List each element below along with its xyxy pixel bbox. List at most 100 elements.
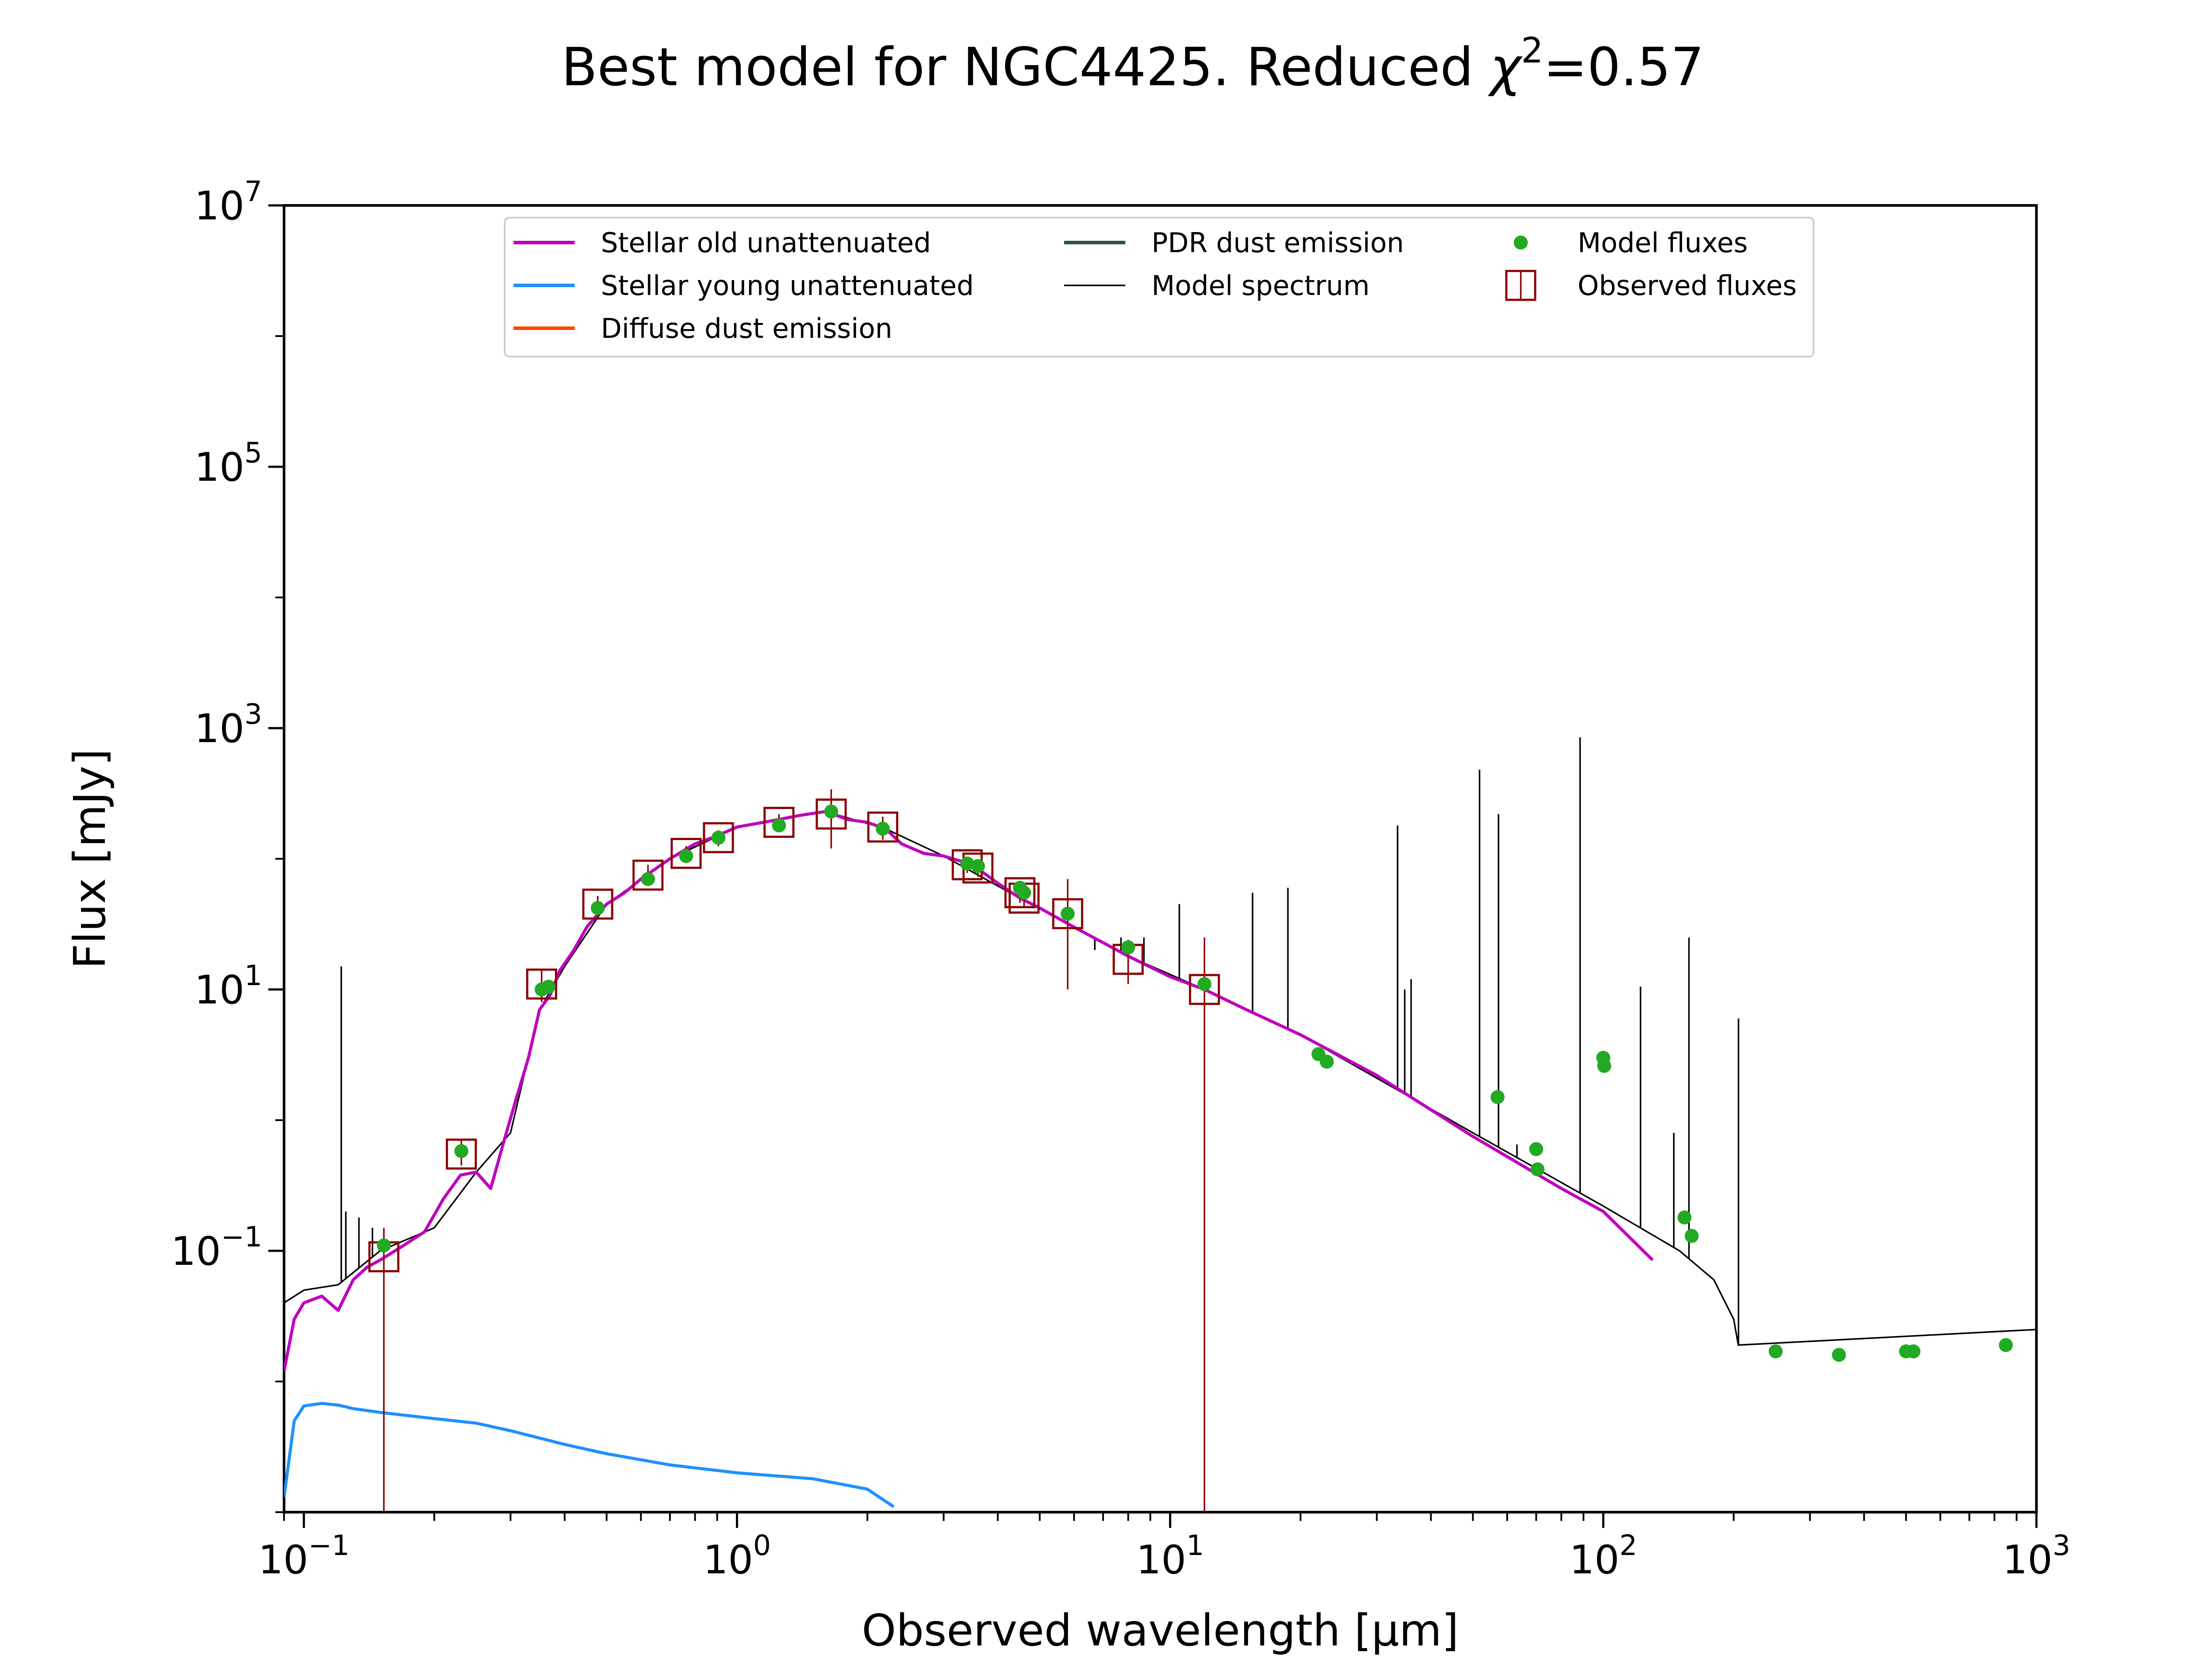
chart-title-chi: χ [1488, 37, 1523, 98]
legend: Stellar old unattenuated Stellar young un… [504, 217, 1814, 358]
legend-item: Model spectrum [1064, 270, 1370, 302]
legend-item: Stellar young unattenuated [513, 270, 974, 302]
y-tick-label-base: 10 [171, 1229, 221, 1274]
model-flux-point [1197, 977, 1212, 991]
y-axis-title: Flux [mJy] [64, 749, 115, 969]
x-tick-label-base: 10 [703, 1537, 753, 1583]
plot-frame [283, 204, 2038, 1513]
model-flux-point [377, 1238, 391, 1253]
model-flux-point [1677, 1210, 1692, 1225]
legend-label: PDR dust emission [1151, 227, 1404, 259]
model-flux-point [590, 901, 605, 915]
y-tick-label-exp: −1 [221, 1221, 262, 1253]
y-tick-label-exp: 1 [244, 960, 262, 992]
model-flux-point [641, 872, 655, 886]
y-tick-label-base: 10 [194, 444, 245, 490]
model-flux-point [454, 1144, 468, 1158]
y-tick-label-exp: 7 [244, 176, 262, 208]
model-flux-point [772, 818, 786, 833]
legend-label: Stellar old unattenuated [601, 227, 931, 259]
y-tick-label: 103 [194, 698, 262, 752]
stellar-old-line [284, 810, 1654, 1371]
model-flux-point [1320, 1055, 1334, 1069]
observed-flux-marker [446, 1139, 477, 1170]
model-flux-point [960, 856, 975, 871]
legend-label: Model spectrum [1151, 270, 1370, 302]
model-flux-point [711, 830, 726, 845]
model-flux-point [1529, 1142, 1543, 1156]
observed-flux-marker [763, 807, 795, 838]
y-tick-label-exp: 5 [244, 437, 262, 469]
model-flux-point [1061, 906, 1075, 921]
y-tick-label: 107 [194, 176, 262, 229]
x-tick-label-exp: 1 [1186, 1530, 1204, 1562]
x-tick-label: 103 [2002, 1530, 2070, 1583]
x-tick-label-base: 10 [2002, 1537, 2053, 1583]
legend-swatch [1514, 236, 1528, 250]
observed-flux-marker [526, 968, 558, 1000]
x-tick-label: 10−1 [258, 1530, 350, 1583]
model-flux-point [1530, 1162, 1545, 1177]
legend-item: Observed fluxes [1505, 270, 1797, 302]
model-flux-point [1906, 1344, 1921, 1359]
model-flux-point [1597, 1059, 1611, 1073]
observed-flux-marker [815, 798, 847, 830]
legend-item: Diffuse dust emission [513, 312, 892, 344]
observed-flux-marker [582, 889, 614, 920]
observed-flux-marker [703, 822, 734, 854]
legend-frame [504, 217, 1814, 358]
y-tick-label-exp: 3 [244, 698, 262, 731]
legend-label: Model fluxes [1578, 227, 1748, 259]
x-tick-label-exp: 3 [2053, 1530, 2071, 1562]
observed-flux-marker [1052, 898, 1083, 930]
model-flux-point [1121, 940, 1135, 955]
plot-data [284, 737, 2036, 1512]
model-flux-point [1490, 1090, 1505, 1104]
legend-item: Stellar old unattenuated [513, 227, 931, 259]
x-tick-label-exp: −1 [308, 1530, 349, 1562]
observed-flux-marker [1189, 974, 1220, 1005]
x-tick-label: 101 [1136, 1530, 1204, 1583]
observed-flux-marker [632, 859, 664, 891]
model-flux-point [1685, 1229, 1699, 1243]
chart-title-sup: 2 [1521, 30, 1543, 71]
legend-label: Observed fluxes [1578, 270, 1797, 302]
x-tick-label-base: 10 [258, 1537, 309, 1583]
x-axis-title: Observed wavelength [μm] [862, 1605, 1459, 1656]
x-tick-label-exp: 0 [753, 1530, 771, 1562]
y-tick-label: 105 [194, 437, 262, 490]
legend-label: Diffuse dust emission [601, 312, 892, 344]
y-tick-label: 101 [194, 960, 262, 1013]
observed-flux-marker [1004, 877, 1036, 909]
model-flux-point [679, 849, 694, 863]
y-tick-label-base: 10 [194, 967, 245, 1013]
legend-item: Model fluxes [1514, 227, 1748, 259]
model-flux-point [541, 979, 556, 994]
x-tick-label: 100 [703, 1530, 771, 1583]
x-tick-label-base: 10 [1136, 1537, 1186, 1583]
x-tick-label-base: 10 [1569, 1537, 1620, 1583]
model-spectrum-line [284, 811, 2036, 1346]
model-flux-point [824, 804, 839, 819]
y-tick-label-base: 10 [194, 183, 245, 229]
observed-flux-marker [670, 838, 702, 869]
y-tick-label: 10−1 [171, 1221, 262, 1274]
x-tick-label: 102 [1569, 1530, 1637, 1583]
model-flux-point [876, 822, 890, 836]
y-tick-label-base: 10 [194, 706, 245, 752]
legend-item: PDR dust emission [1064, 227, 1404, 259]
legend-label: Stellar young unattenuated [601, 270, 974, 302]
chart-title: Best model for NGC4425. Reduced χ2=0.57 [562, 30, 1704, 98]
model-flux-point [1999, 1338, 2013, 1352]
observed-flux-marker [867, 811, 898, 843]
model-flux-point [1832, 1347, 1846, 1362]
x-tick-label-exp: 2 [1620, 1530, 1637, 1562]
model-flux-point [1769, 1344, 1783, 1359]
model-flux-point [1017, 885, 1031, 900]
model-flux-point [971, 859, 985, 873]
stellar-young-line [284, 1402, 895, 1508]
chart-title-suffix: =0.57 [1543, 37, 1704, 98]
